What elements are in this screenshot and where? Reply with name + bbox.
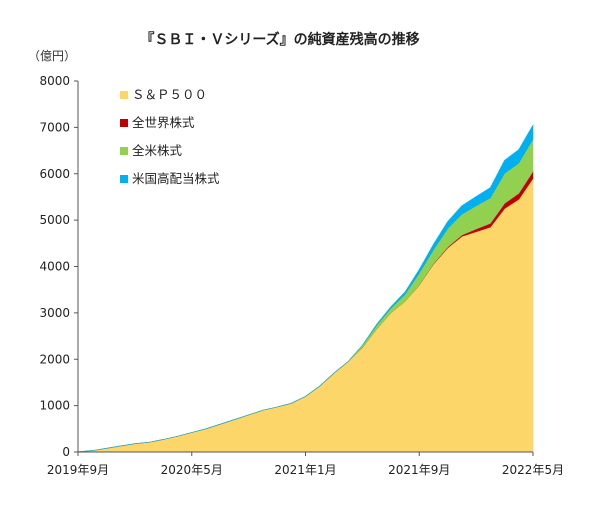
y-ticks-group: 0 1000 2000 3000 4000 5000 6000 7000 8000 bbox=[39, 74, 78, 459]
y-tick-label: 7000 bbox=[39, 120, 70, 134]
x-tick-label: 2019年9月 bbox=[47, 463, 109, 477]
y-tick-label: 4000 bbox=[39, 260, 70, 274]
x-tick-label: 2020年5月 bbox=[161, 463, 223, 477]
legend-swatch-series-1 bbox=[120, 119, 128, 127]
y-tick-label: 2000 bbox=[39, 352, 70, 366]
y-unit-label: （億円） bbox=[28, 49, 76, 63]
y-tick-label: 5000 bbox=[39, 213, 70, 227]
legend-label-series-1: 全世界株式 bbox=[132, 115, 195, 130]
legend-swatch-series-0 bbox=[120, 91, 128, 99]
chart-title: 『ＳＢＩ・Ｖシリーズ』の純資産残高の推移 bbox=[140, 31, 419, 48]
x-tick-label: 2022年5月 bbox=[502, 463, 564, 477]
area-series-3 bbox=[77, 123, 534, 453]
y-tick-label: 3000 bbox=[39, 306, 70, 320]
legend-label-series-0: Ｓ＆Ｐ５００ bbox=[132, 87, 207, 102]
x-tick-label: 2021年9月 bbox=[388, 463, 450, 477]
x-tick-label: 2021年1月 bbox=[274, 463, 336, 477]
y-tick-label: 1000 bbox=[39, 399, 70, 413]
y-tick-label: 8000 bbox=[39, 74, 70, 88]
legend-swatch-series-3 bbox=[120, 175, 128, 183]
legend-label-series-3: 米国高配当株式 bbox=[132, 171, 220, 186]
legend-label-series-2: 全米株式 bbox=[132, 143, 183, 158]
legend-swatch-series-2 bbox=[120, 147, 128, 155]
y-tick-label: 6000 bbox=[39, 167, 70, 181]
x-ticks-group: 2019年9月 2020年5月 2021年1月 2021年9月 2022年5月 bbox=[47, 452, 564, 477]
y-tick-label: 0 bbox=[62, 445, 70, 459]
